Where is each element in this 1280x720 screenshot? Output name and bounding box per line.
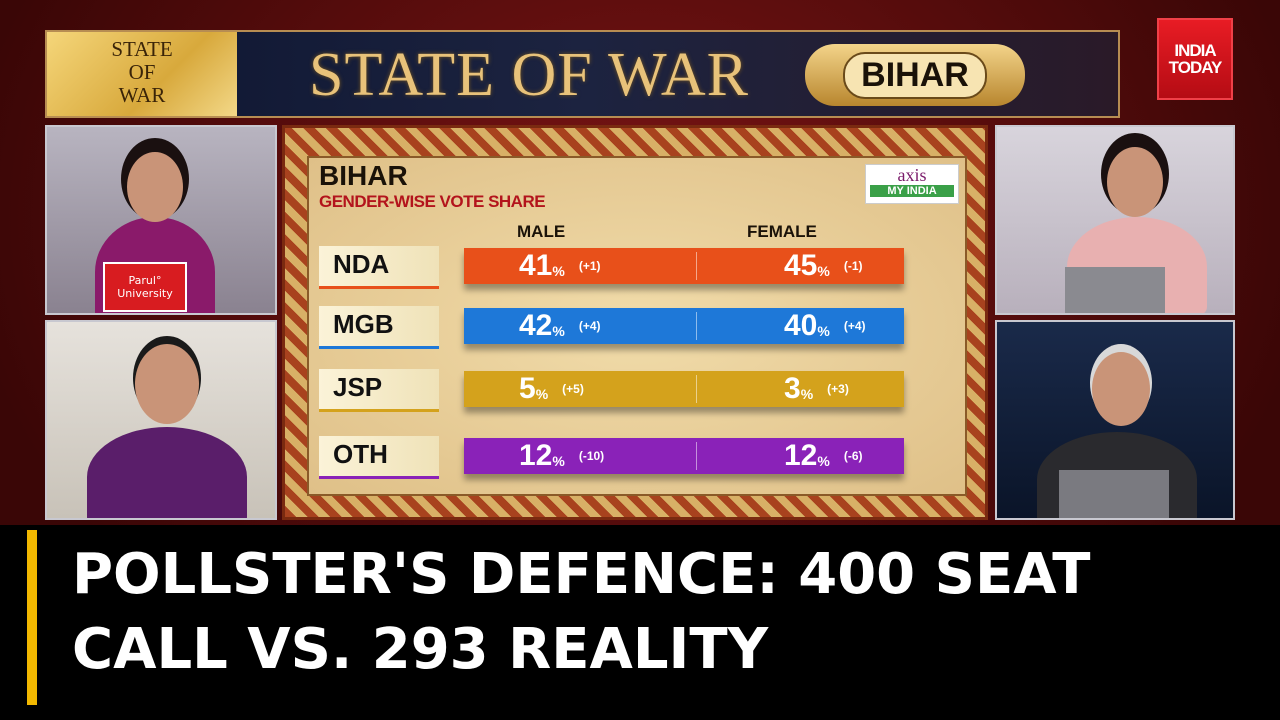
- female-change: (-1): [843, 259, 863, 273]
- male-value: 12: [519, 439, 553, 472]
- party-name: JSP: [333, 372, 383, 402]
- female-change: (-6): [843, 449, 863, 463]
- table-row: JSP 5% (+5) 3% (+3): [319, 369, 919, 412]
- percent-sign: %: [817, 323, 830, 339]
- video-panel-anchor-left: Parul° University: [45, 125, 277, 315]
- party-name: OTH: [333, 439, 388, 469]
- chart-title: BIHAR: [319, 160, 408, 191]
- banner-badge-text: BIHAR: [843, 51, 987, 99]
- male-change: (+1): [578, 259, 601, 273]
- female-value: 45: [784, 249, 818, 282]
- percent-sign: %: [552, 323, 565, 339]
- vote-bar: 42% (+4) 40% (+4): [464, 308, 904, 344]
- party-label: MGB: [319, 306, 439, 349]
- percent-sign: %: [800, 386, 814, 402]
- chart-subtitle: GENDER-WISE VOTE SHARE: [319, 192, 546, 211]
- column-header-female: FEMALE: [747, 222, 817, 241]
- vote-share-panel: BIHAR GENDER-WISE VOTE SHARE axis MY IND…: [307, 156, 967, 496]
- table-row: MGB 42% (+4) 40% (+4): [319, 306, 919, 349]
- female-change: (+4): [843, 319, 866, 333]
- percent-sign: %: [817, 263, 830, 279]
- female-value: 12: [784, 439, 818, 472]
- laptop: [1065, 267, 1165, 313]
- headline-accent-bar: [27, 530, 37, 705]
- axis-my-india-logo: axis MY INDIA: [865, 164, 959, 204]
- female-cell: 12% (-6): [784, 438, 863, 474]
- desk-sign: Parul° University: [103, 262, 187, 312]
- party-label: OTH: [319, 436, 439, 479]
- male-change: (+4): [578, 319, 601, 333]
- logo-text: axis: [897, 165, 927, 185]
- banner-badge: BIHAR: [805, 44, 1025, 106]
- percent-sign: %: [535, 386, 549, 402]
- female-cell: 3% (+3): [784, 371, 849, 407]
- party-underline: [319, 409, 439, 412]
- guest: [87, 427, 247, 518]
- party-label: JSP: [319, 369, 439, 412]
- female-cell: 45% (-1): [784, 248, 863, 284]
- laptop: [1059, 470, 1169, 518]
- party-label: NDA: [319, 246, 439, 289]
- video-panel-anchor-right: [995, 125, 1235, 315]
- female-value: 3: [784, 372, 801, 405]
- guest-head: [135, 344, 199, 424]
- bar-divider: [696, 442, 697, 470]
- female-cell: 40% (+4): [784, 308, 866, 344]
- male-change: (-10): [578, 449, 605, 463]
- banner-side-logo: STATE OF WAR: [47, 32, 237, 116]
- male-cell: 5% (+5): [519, 371, 584, 407]
- video-panel-analyst-right: [995, 320, 1235, 520]
- anchor-head: [1107, 147, 1163, 217]
- vote-bar: 5% (+5) 3% (+3): [464, 371, 904, 407]
- female-change: (+3): [827, 382, 849, 396]
- bar-divider: [696, 312, 697, 340]
- male-change: (+5): [562, 382, 584, 396]
- male-cell: 12% (-10): [519, 438, 604, 474]
- column-header-male: MALE: [517, 222, 566, 241]
- male-cell: 41% (+1): [519, 248, 601, 284]
- male-value: 5: [519, 372, 536, 405]
- table-row: NDA 41% (+1) 45% (-1): [319, 246, 919, 289]
- channel-logo: INDIA TODAY: [1157, 18, 1233, 100]
- table-row: OTH 12% (-10) 12% (-6): [319, 436, 919, 479]
- bar-divider: [696, 252, 697, 280]
- headline-strip: [0, 525, 1280, 720]
- logo-text: MY INDIA: [870, 185, 954, 197]
- party-underline: [319, 346, 439, 349]
- percent-sign: %: [552, 453, 565, 469]
- headline-line-2: CALL VS. 293 REALITY: [72, 617, 769, 682]
- party-underline: [319, 476, 439, 479]
- analyst-head: [1092, 352, 1150, 426]
- percent-sign: %: [817, 453, 830, 469]
- male-cell: 42% (+4): [519, 308, 601, 344]
- female-value: 40: [784, 309, 818, 342]
- party-name: NDA: [333, 249, 390, 279]
- percent-sign: %: [552, 263, 565, 279]
- headline-line-1: POLLSTER'S DEFENCE: 400 SEAT: [72, 542, 1091, 607]
- banner-title: STATE OF WAR: [309, 41, 749, 109]
- show-banner: STATE OF WAR STATE OF WAR BIHAR: [45, 30, 1120, 118]
- male-value: 42: [519, 309, 553, 342]
- male-value: 41: [519, 249, 553, 282]
- presenter-head: [127, 152, 183, 222]
- bar-divider: [696, 375, 697, 403]
- party-underline: [319, 286, 439, 289]
- vote-bar: 41% (+1) 45% (-1): [464, 248, 904, 284]
- vote-bar: 12% (-10) 12% (-6): [464, 438, 904, 474]
- party-name: MGB: [333, 309, 394, 339]
- vote-share-graphic: BIHAR GENDER-WISE VOTE SHARE axis MY IND…: [282, 125, 988, 520]
- video-panel-guest-left: [45, 320, 277, 520]
